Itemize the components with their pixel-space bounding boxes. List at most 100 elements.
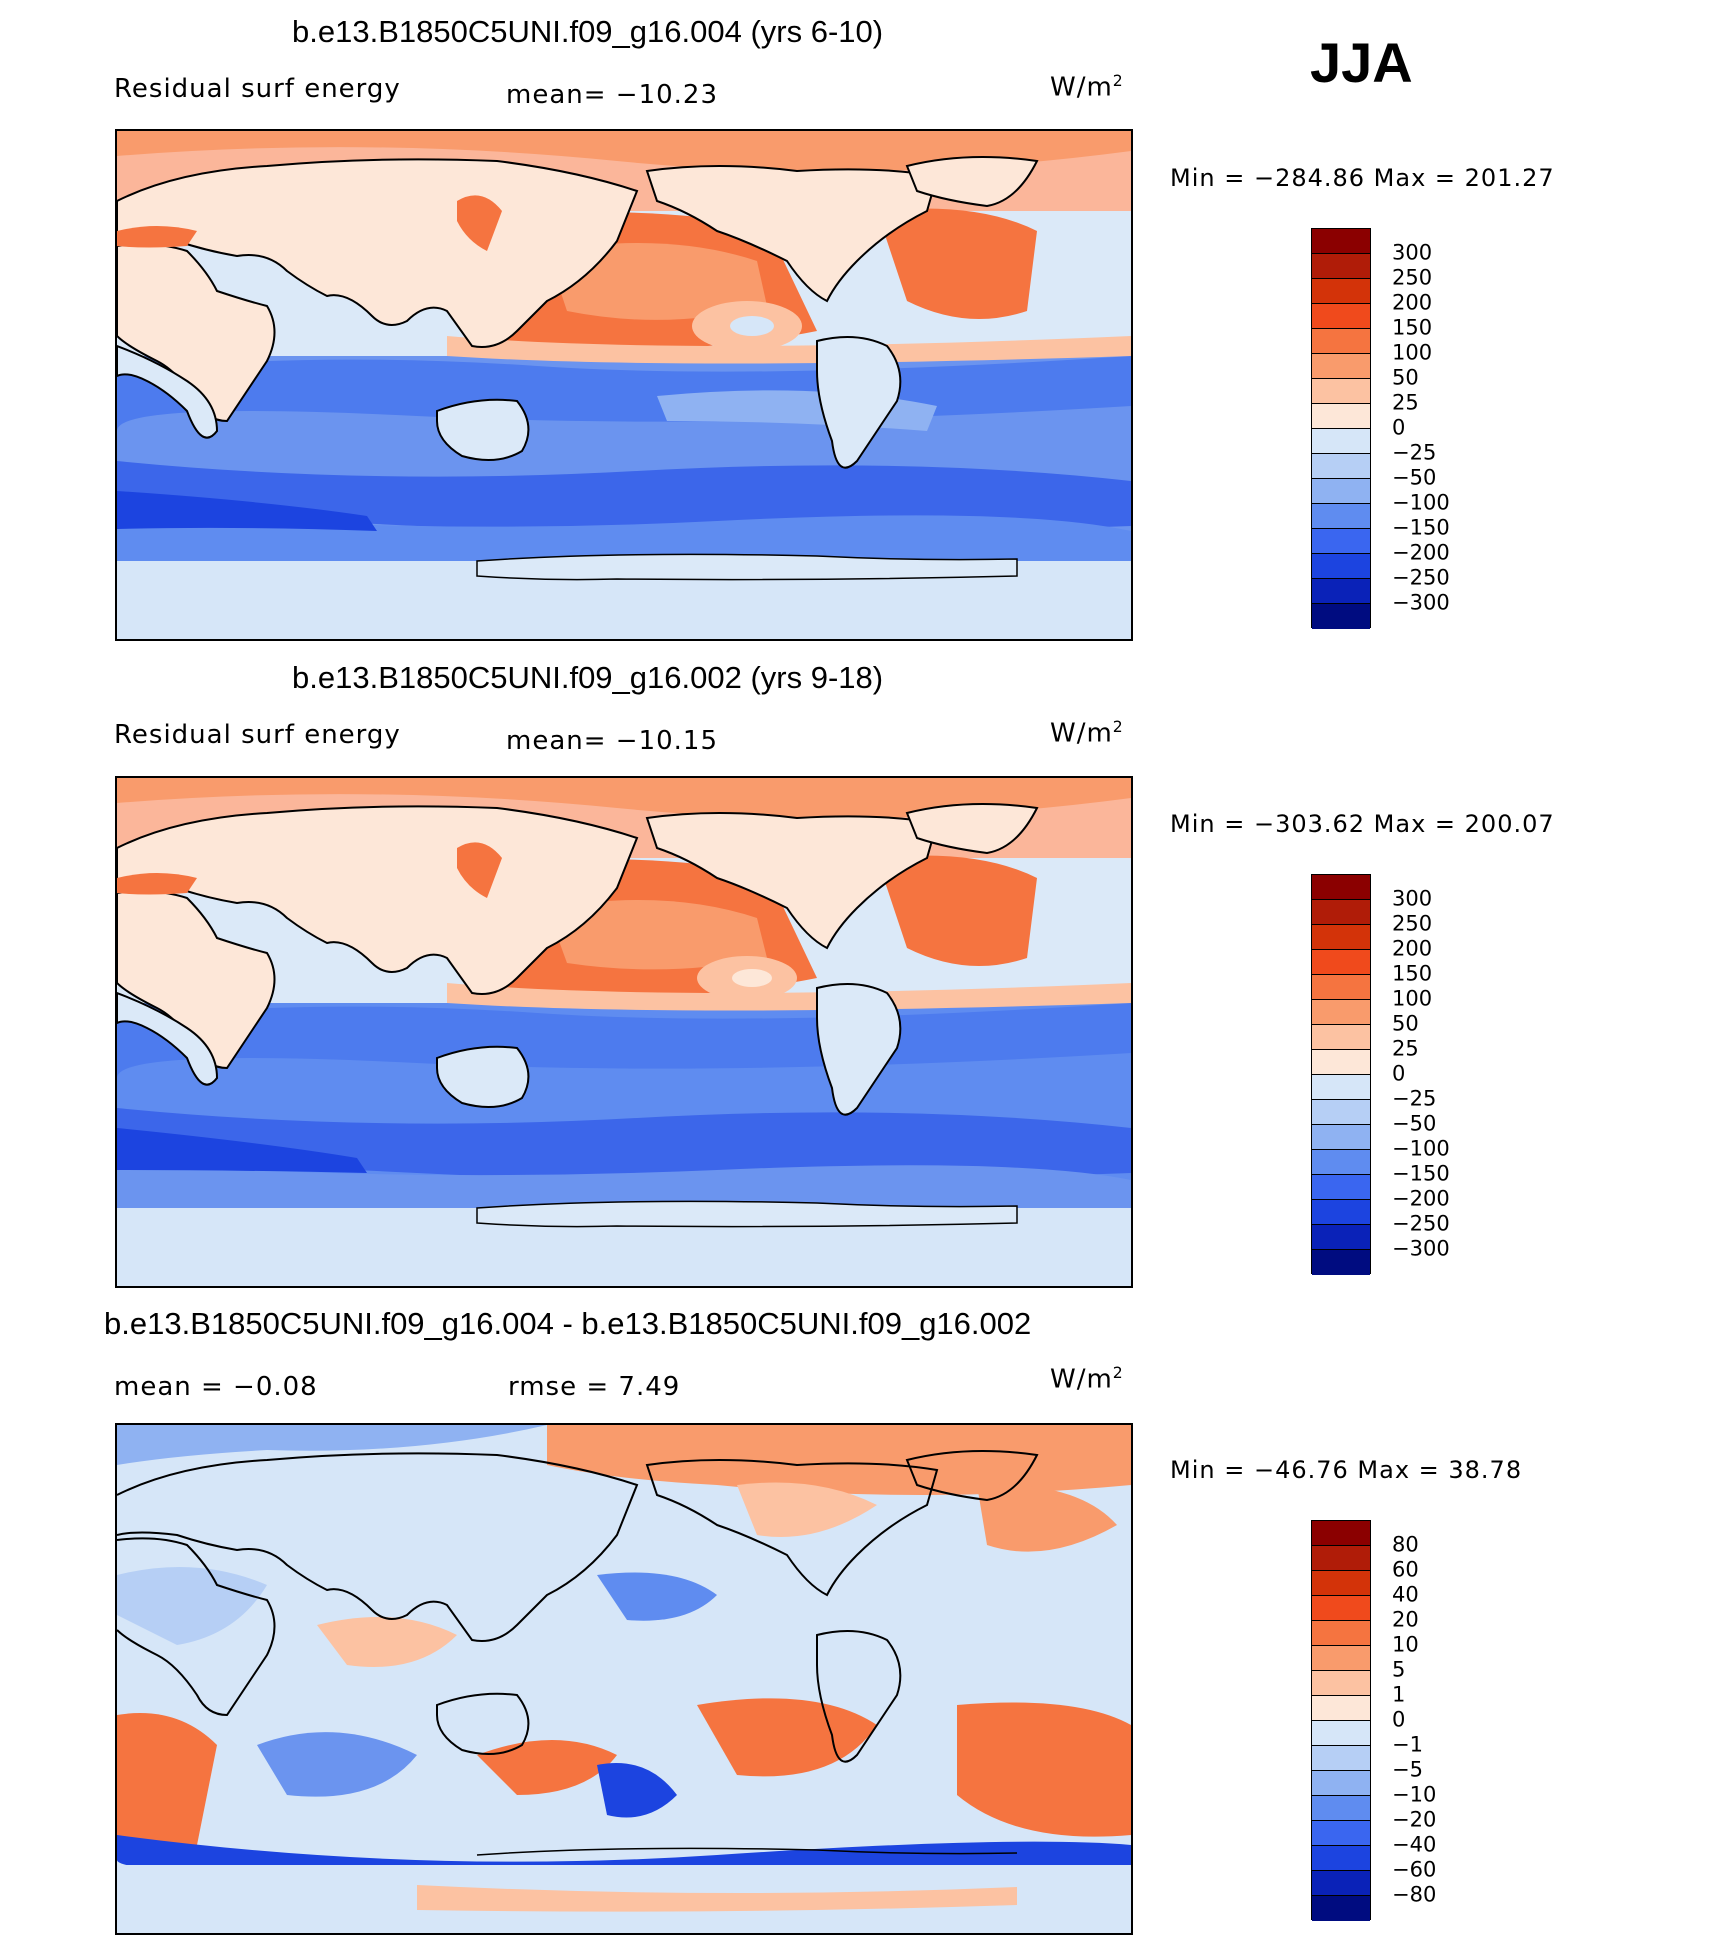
- panel2-minmax: Min = −303.62 Max = 200.07: [1170, 810, 1555, 838]
- panel2-colorbar-tick-label: 300: [1392, 886, 1433, 911]
- panel2-colorbar-swatch: [1312, 1250, 1370, 1275]
- panel1-colorbar: [1311, 228, 1371, 629]
- panel3-colorbar-tick-label: 20: [1392, 1607, 1419, 1632]
- panel2-colorbar-swatch: [1312, 925, 1370, 950]
- panel1-colorbar-labels: 300 250 200 150 100 50 25 0 −25 −50 −100 −150 −200 −2…: [1392, 228, 1472, 628]
- panel2-variable-label: Residual surf energy: [114, 720, 401, 750]
- panel2-colorbar-tick-label: 200: [1392, 936, 1433, 961]
- panel1-colorbar-swatch: [1312, 329, 1370, 354]
- panel2-colorbar-tick-label: −25: [1392, 1086, 1437, 1111]
- panel1-colorbar-swatch: [1312, 304, 1370, 329]
- panel2-colorbar-tick-label: −100: [1392, 1136, 1450, 1161]
- panel1-colorbar-swatch: [1312, 229, 1370, 254]
- panel2-colorbar-swatch: [1312, 875, 1370, 900]
- panel3-minmax: Min = −46.76 Max = 38.78: [1170, 1456, 1523, 1484]
- panel2-title: b.e13.B1850C5UNI.f09_g16.002 (yrs 9-18): [292, 660, 884, 695]
- panel3-colorbar-swatch: [1312, 1671, 1370, 1696]
- panel1-colorbar-tick-label: −25: [1392, 440, 1437, 465]
- panel2-colorbar-tick-label: 100: [1392, 986, 1433, 1011]
- panel1-colorbar-swatch: [1312, 579, 1370, 604]
- panel1-colorbar-swatch: [1312, 379, 1370, 404]
- panel3-colorbar-tick-label: 10: [1392, 1632, 1419, 1657]
- panel3-rmse-label: rmse = 7.49: [508, 1372, 681, 1402]
- panel2-colorbar-tick-label: 25: [1392, 1036, 1419, 1061]
- panel2-colorbar-tick-label: 250: [1392, 911, 1433, 936]
- panel3-colorbar-swatch: [1312, 1596, 1370, 1621]
- panel2-colorbar: [1311, 874, 1371, 1275]
- panel3-colorbar-swatch: [1312, 1571, 1370, 1596]
- panel1-colorbar-tick-label: 300: [1392, 240, 1433, 265]
- panel3-units: W/m2: [1050, 1364, 1124, 1395]
- panel3-colorbar-swatch: [1312, 1521, 1370, 1546]
- panel1-colorbar-swatch: [1312, 529, 1370, 554]
- panel1-colorbar-tick-label: −200: [1392, 540, 1450, 565]
- panel1-map-field: [117, 131, 1131, 639]
- panel2-colorbar-tick-label: −300: [1392, 1236, 1450, 1261]
- panel2-colorbar-tick-label: −50: [1392, 1111, 1437, 1136]
- panel3-colorbar-swatch: [1312, 1796, 1370, 1821]
- panel1-colorbar-tick-label: −50: [1392, 465, 1437, 490]
- panel2-colorbar-swatch: [1312, 950, 1370, 975]
- panel3-colorbar-swatch: [1312, 1546, 1370, 1571]
- panel1-colorbar-tick-label: −300: [1392, 590, 1450, 615]
- panel1-colorbar-swatch: [1312, 504, 1370, 529]
- panel3-colorbar-tick-label: 60: [1392, 1557, 1419, 1582]
- panel1-colorbar-tick-label: 0: [1392, 415, 1406, 440]
- panel3-colorbar-swatch: [1312, 1871, 1370, 1896]
- panel2-colorbar-tick-label: −200: [1392, 1186, 1450, 1211]
- panel1-colorbar-tick-label: 200: [1392, 290, 1433, 315]
- panel2-colorbar-swatch: [1312, 1125, 1370, 1150]
- panel2-colorbar-swatch: [1312, 975, 1370, 1000]
- panel2-colorbar-swatch: [1312, 1050, 1370, 1075]
- panel3-colorbar-tick-label: −1: [1392, 1732, 1423, 1757]
- panel1-colorbar-tick-label: 150: [1392, 315, 1433, 340]
- panel2-colorbar-swatch: [1312, 1025, 1370, 1050]
- panel1-colorbar-tick-label: −250: [1392, 565, 1450, 590]
- panel3-colorbar-tick-label: 0: [1392, 1707, 1406, 1732]
- panel1-colorbar-swatch: [1312, 429, 1370, 454]
- panel3-title: b.e13.B1850C5UNI.f09_g16.004 - b.e13.B18…: [104, 1306, 1032, 1341]
- panel2-colorbar-tick-label: −150: [1392, 1161, 1450, 1186]
- panel2-colorbar-tick-label: 0: [1392, 1061, 1406, 1086]
- panel2-colorbar-swatch: [1312, 1000, 1370, 1025]
- panel2-colorbar-swatch: [1312, 1150, 1370, 1175]
- panel3-colorbar-tick-label: 1: [1392, 1682, 1406, 1707]
- panel3-colorbar-tick-label: −10: [1392, 1782, 1437, 1807]
- panel2-colorbar-swatch: [1312, 1175, 1370, 1200]
- panel3-colorbar-tick-label: −40: [1392, 1832, 1437, 1857]
- panel1-colorbar-swatch: [1312, 254, 1370, 279]
- panel2-colorbar-tick-label: 50: [1392, 1011, 1419, 1036]
- panel1-colorbar-tick-label: 250: [1392, 265, 1433, 290]
- panel3-colorbar-swatch: [1312, 1771, 1370, 1796]
- panel3-colorbar: [1311, 1520, 1371, 1921]
- panel1-colorbar-tick-label: 100: [1392, 340, 1433, 365]
- panel2-map: [115, 776, 1133, 1288]
- panel1-colorbar-swatch: [1312, 354, 1370, 379]
- panel2-colorbar-swatch: [1312, 1200, 1370, 1225]
- panel1-colorbar-swatch: [1312, 479, 1370, 504]
- panel1-colorbar-tick-label: −100: [1392, 490, 1450, 515]
- panel1-map: [115, 129, 1133, 641]
- panel1-colorbar-swatch: [1312, 454, 1370, 479]
- panel3-colorbar-tick-label: −20: [1392, 1807, 1437, 1832]
- panel3-mean-label: mean = −0.08: [114, 1372, 318, 1402]
- panel3-colorbar-swatch: [1312, 1821, 1370, 1846]
- panel2-colorbar-swatch: [1312, 1075, 1370, 1100]
- panel2-units: W/m2: [1050, 718, 1124, 749]
- panel1-colorbar-tick-label: −150: [1392, 515, 1450, 540]
- panel1-colorbar-swatch: [1312, 604, 1370, 629]
- panel3-colorbar-tick-label: −5: [1392, 1757, 1423, 1782]
- panel3-map-field: [117, 1425, 1131, 1933]
- panel1-mean-label: mean= −10.23: [506, 80, 719, 110]
- panel3-colorbar-swatch: [1312, 1846, 1370, 1871]
- panel1-colorbar-swatch: [1312, 279, 1370, 304]
- panel2-colorbar-tick-label: −250: [1392, 1211, 1450, 1236]
- panel3-colorbar-swatch: [1312, 1721, 1370, 1746]
- panel2-mean-label: mean= −10.15: [506, 726, 719, 756]
- panel2-colorbar-tick-label: 150: [1392, 961, 1433, 986]
- panel2-colorbar-labels: 300 250 200 150 100 50 25 0 −25 −50 −100 −150 −200 −2…: [1392, 874, 1472, 1274]
- panel1-colorbar-tick-label: 25: [1392, 390, 1419, 415]
- panel3-colorbar-swatch: [1312, 1621, 1370, 1646]
- season-label: JJA: [1310, 31, 1413, 94]
- panel1-variable-label: Residual surf energy: [114, 74, 401, 104]
